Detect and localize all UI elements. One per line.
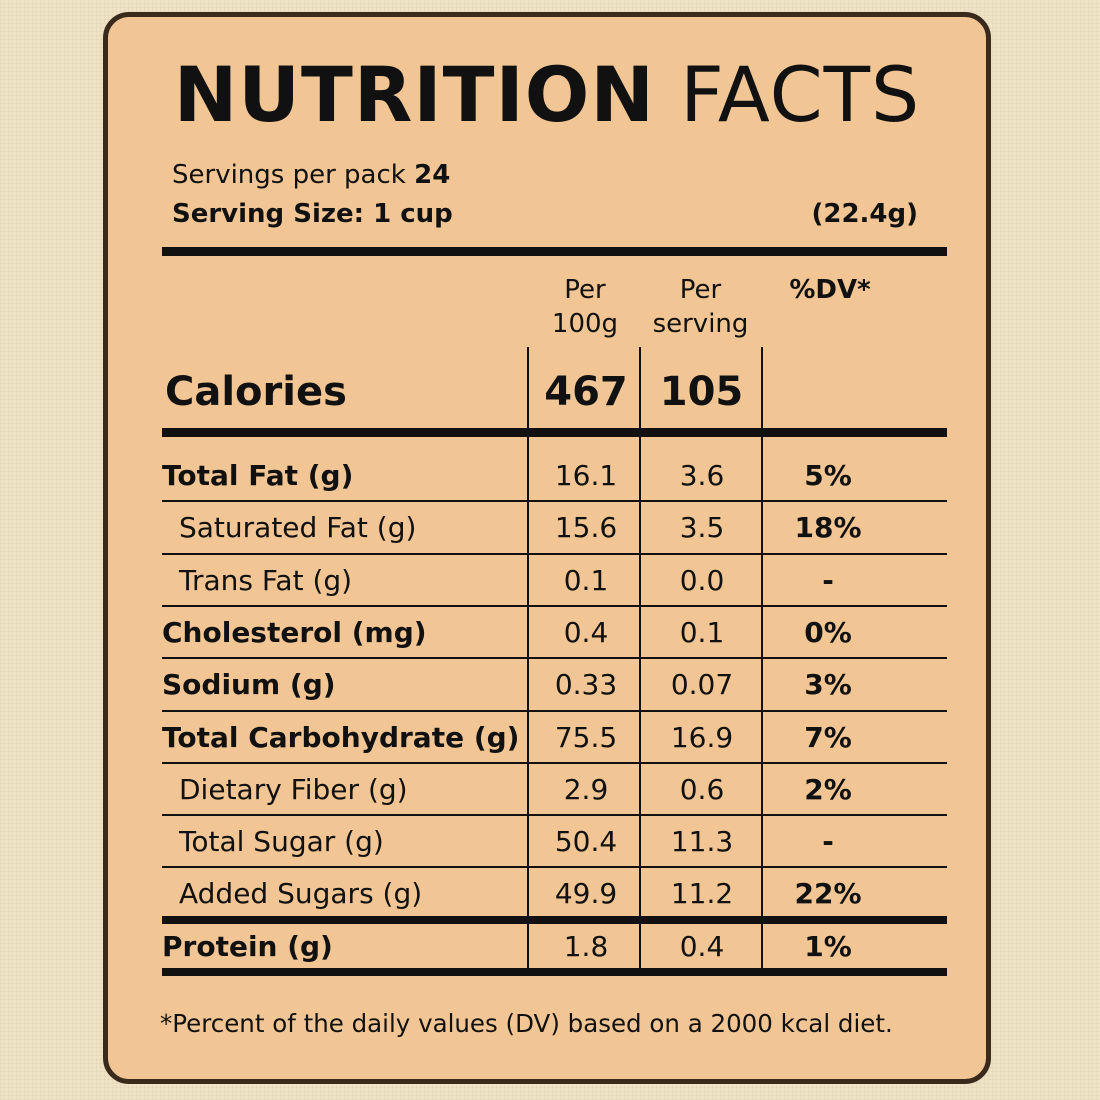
row-divider [162, 761, 947, 764]
nutrition-facts-panel: NUTRITION FACTS Servings per pack 24 Ser… [103, 12, 991, 1084]
value-per-serving: 0.6 [679, 772, 725, 806]
value-dv: 2% [804, 772, 852, 806]
column-divider-1 [527, 347, 529, 975]
header-per-serving-line1: Per [679, 275, 722, 305]
row-divider [162, 657, 947, 660]
value-per-serving: 0.0 [679, 563, 725, 597]
nutrient-label: Saturated Fat (g) [179, 511, 417, 545]
value-dv: 3% [804, 668, 852, 702]
value-dv: 7% [804, 720, 852, 754]
row-divider [162, 552, 947, 555]
nutrient-label: Trans Fat (g) [179, 563, 353, 597]
row-divider [162, 709, 947, 712]
table-row: Added Sugars (g) 49.9 11.2 22% [162, 867, 947, 919]
calories-label: Calories [165, 369, 347, 415]
servings-per-pack-label: Servings per pack [172, 160, 406, 190]
title-bold: NUTRITION [173, 50, 655, 139]
value-per-100g: 0.1 [563, 563, 609, 597]
column-divider-2 [639, 347, 641, 975]
value-per-serving: 16.9 [670, 720, 734, 754]
value-dv: - [822, 825, 834, 859]
row-divider [162, 604, 947, 607]
serving-weight: (22.4g) [811, 199, 918, 229]
row-divider [162, 814, 947, 817]
value-per-100g: 16.1 [554, 459, 618, 492]
header-per-serving-line2: serving [652, 309, 749, 339]
value-per-100g: 75.5 [554, 720, 618, 754]
table-row: Saturated Fat (g) 15.6 3.5 18% [162, 501, 947, 553]
header-per-100g-line1: Per [564, 275, 606, 305]
nutrient-label: Cholesterol (mg) [162, 615, 427, 649]
value-dv: 18% [794, 511, 862, 545]
value-per-100g: 0.4 [563, 615, 609, 649]
value-dv: 1% [804, 929, 852, 963]
value-dv: 5% [804, 459, 852, 492]
value-per-100g: 15.6 [554, 511, 618, 545]
value-per-serving: 0.4 [679, 929, 725, 963]
value-per-serving: 0.1 [679, 615, 725, 649]
row-divider [162, 500, 947, 503]
table-row: Dietary Fiber (g) 2.9 0.6 2% [162, 763, 947, 815]
bottom-thick-rule [162, 968, 947, 976]
value-per-100g: 1.8 [563, 929, 609, 963]
header-dv: %DV* [789, 275, 871, 305]
table-row: Cholesterol (mg) 0.4 0.1 0% [162, 606, 947, 658]
value-per-100g: 49.9 [554, 877, 618, 911]
calories-thick-rule [162, 428, 947, 437]
table-row: Total Fat (g) 16.1 3.6 5% [162, 449, 947, 501]
nutrient-label: Protein (g) [162, 929, 333, 963]
servings-per-pack-value: 24 [414, 160, 451, 190]
value-per-100g: 2.9 [563, 772, 609, 806]
value-per-serving: 0.07 [670, 668, 734, 702]
row-divider [162, 915, 947, 924]
value-per-100g: 50.4 [554, 825, 618, 859]
header-per-100g: Per 100g [530, 273, 640, 341]
serving-size: Serving Size: 1 cup [172, 199, 453, 229]
value-per-100g: 0.33 [554, 668, 618, 702]
calories-per-serving: 105 [659, 369, 744, 415]
value-per-serving: 3.6 [679, 459, 725, 492]
value-per-serving: 11.2 [670, 877, 734, 911]
column-divider-3 [761, 347, 763, 975]
header-per-100g-line2: 100g [551, 309, 619, 339]
value-dv: - [822, 563, 834, 597]
nutrient-label: Total Fat (g) [162, 459, 354, 492]
title-light: FACTS [680, 50, 921, 139]
table-row: Trans Fat (g) 0.1 0.0 - [162, 554, 947, 606]
nutrient-label: Dietary Fiber (g) [179, 772, 408, 806]
header-per-serving: Per serving [643, 273, 758, 341]
nutrient-label: Total Carbohydrate (g) [162, 720, 520, 754]
table-row: Total Sugar (g) 50.4 11.3 - [162, 815, 947, 867]
nutrient-label: Sodium (g) [162, 668, 336, 702]
value-dv: 0% [804, 615, 852, 649]
value-per-serving: 3.5 [679, 511, 725, 545]
value-per-serving: 11.3 [670, 825, 734, 859]
servings-per-pack: Servings per pack 24 [172, 160, 450, 190]
row-divider [162, 866, 947, 869]
table-row: Total Carbohydrate (g) 75.5 16.9 7% [162, 711, 947, 763]
calories-per-100g: 467 [544, 369, 628, 415]
nutrient-label: Added Sugars (g) [179, 877, 423, 911]
table-row: Sodium (g) 0.33 0.07 3% [162, 658, 947, 710]
panel-title: NUTRITION FACTS [108, 57, 986, 133]
dv-footnote: *Percent of the daily values (DV) based … [160, 1009, 893, 1038]
table-row: Protein (g) 1.8 0.4 1% [162, 920, 947, 972]
nutrient-label: Total Sugar (g) [179, 825, 384, 859]
value-dv: 22% [794, 877, 862, 911]
top-thick-rule [162, 247, 947, 256]
